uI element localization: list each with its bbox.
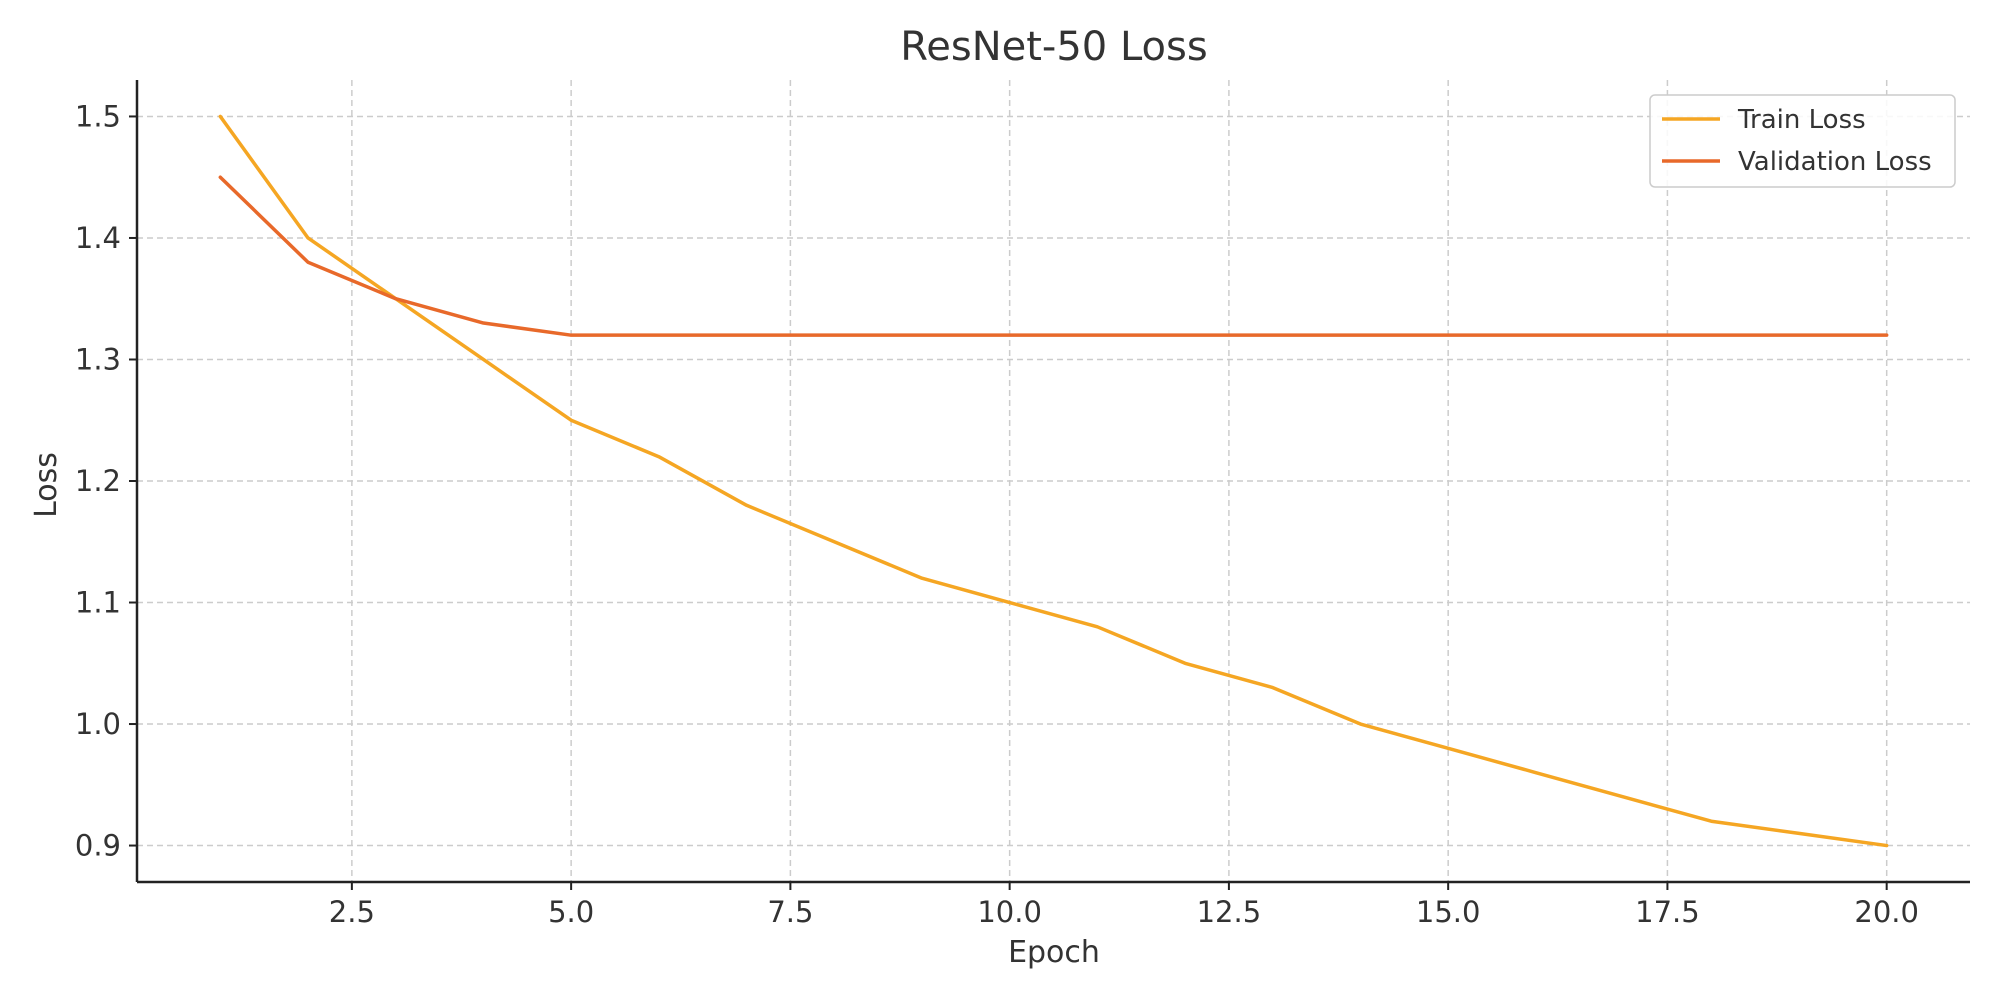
y-tick-label: 1.2 (75, 464, 121, 498)
legend-label: Validation Loss (1738, 147, 1932, 177)
x-tick-label: 17.5 (1635, 895, 1700, 929)
y-tick-label: 0.9 (75, 829, 121, 863)
x-tick-label: 2.5 (329, 895, 375, 929)
x-tick-label: 10.0 (977, 895, 1042, 929)
legend: Train Loss Validation Loss (1649, 94, 1956, 188)
legend-label: Train Loss (1737, 105, 1866, 135)
x-tick-label: 15.0 (1416, 895, 1481, 929)
axes (129, 80, 1970, 890)
y-tick-label: 1.4 (75, 221, 121, 255)
x-tick-label: 12.5 (1197, 895, 1262, 929)
x-tick-label: 7.5 (767, 895, 813, 929)
y-axis-label: Loss (29, 452, 64, 518)
series-lines (218, 114, 1889, 848)
chart-title: ResNet-50 Loss (900, 24, 1207, 70)
y-tick-label: 1.5 (75, 99, 121, 133)
x-tick-label: 5.0 (548, 895, 594, 929)
x-axis-label: Epoch (1008, 935, 1100, 970)
x-tick-label: 20.0 (1854, 895, 1919, 929)
legend-box (1649, 94, 1956, 188)
tick-labels: 2.5 5.0 7.5 10.0 12.5 15.0 17.5 20.0 0.9 1.0 1.1 1.… (75, 99, 1919, 929)
series-line-validation-loss (218, 175, 1889, 337)
y-tick-label: 1.1 (75, 586, 121, 620)
series-line-train-loss (218, 114, 1889, 848)
y-tick-label: 1.3 (75, 342, 121, 376)
grid (137, 80, 1970, 882)
y-tick-label: 1.0 (75, 707, 121, 741)
